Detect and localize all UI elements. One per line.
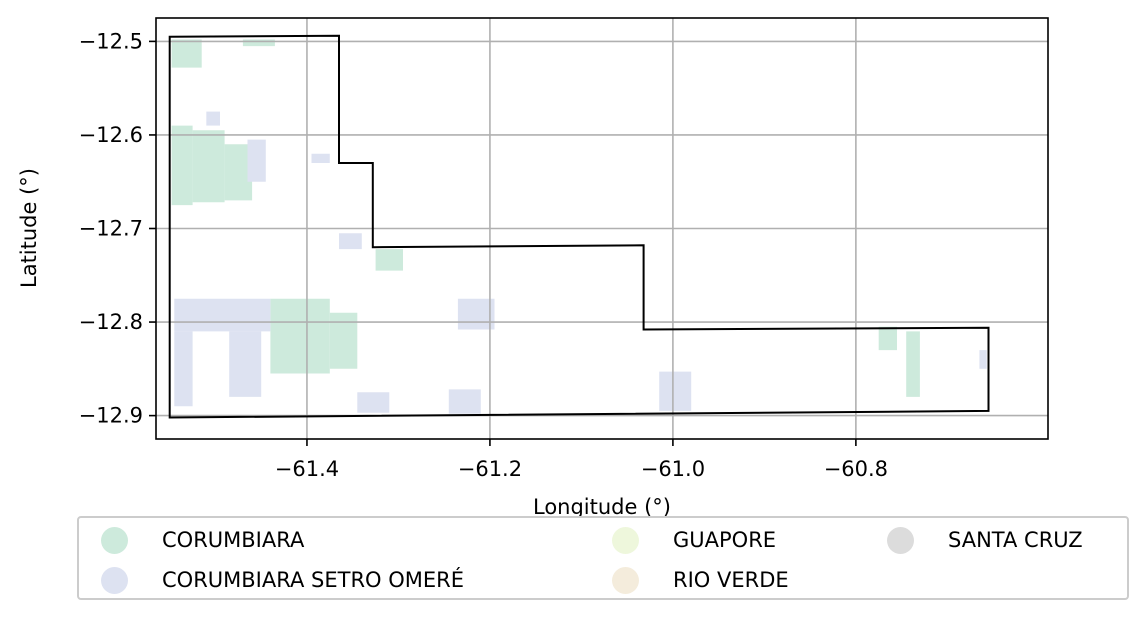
region-corumbiara-5: [270, 298, 330, 374]
legend-label-corumbiara-setro-omere: CORUMBIARA SETRO OMERÉ: [162, 568, 465, 592]
region-corumbiara-1: [242, 39, 275, 47]
region-corumbiara-setro-omere-20: [659, 371, 692, 411]
legend-marker-guapore: [612, 526, 639, 554]
region-corumbiara-setro-omere-17: [357, 392, 390, 413]
x-tick-label: −61.0: [641, 457, 705, 481]
legend-label-corumbiara: CORUMBIARA: [162, 528, 305, 552]
legend-marker-corumbiara-setro-omere: [101, 566, 128, 594]
region-corumbiara-setro-omere-16: [229, 331, 262, 397]
y-tick-label: −12.7: [79, 217, 143, 241]
region-corumbiara-0: [171, 39, 202, 68]
legend-marker-santa-cruz: [887, 526, 914, 554]
region-corumbiara-setro-omere-11: [247, 139, 266, 182]
municipality-boundary: [168, 34, 990, 419]
region-layer: [171, 39, 987, 414]
region-corumbiara-9: [878, 326, 897, 351]
region-corumbiara-setro-omere-10: [206, 111, 220, 126]
region-corumbiara-8: [906, 331, 920, 397]
region-corumbiara-3: [192, 130, 225, 203]
region-corumbiara-setro-omere-21: [979, 350, 987, 369]
region-corumbiara-setro-omere-13: [339, 233, 362, 250]
legend-item-santa-cruz: SANTA CRUZ: [887, 524, 1083, 556]
y-axis-label: Latitude (°): [17, 168, 41, 288]
legend-marker-rio-verde: [612, 566, 639, 594]
x-tick-label: −61.2: [458, 457, 522, 481]
y-tick-label: −12.6: [79, 123, 143, 147]
region-corumbiara-4: [224, 144, 253, 201]
legend-item-guapore: GUAPORE: [612, 524, 776, 556]
region-corumbiara-7: [375, 249, 403, 271]
region-corumbiara-setro-omere-14: [174, 298, 271, 332]
x-axis-label: Longitude (°): [533, 495, 671, 519]
legend: CORUMBIARA CORUMBIARA SETRO OMERÉ GUAPOR…: [77, 516, 1129, 600]
x-axis-ticks: −61.4 −61.2 −61.0 −60.8: [275, 439, 888, 481]
legend-label-rio-verde: RIO VERDE: [673, 568, 789, 592]
x-tick-label: −61.4: [275, 457, 339, 481]
legend-label-guapore: GUAPORE: [673, 528, 777, 552]
legend-item-corumbiara-setro-omere: CORUMBIARA SETRO OMERÉ: [101, 564, 464, 596]
region-corumbiara-6: [329, 312, 358, 369]
legend-item-corumbiara: CORUMBIARA: [101, 524, 304, 556]
grid-layer: [156, 18, 1048, 439]
legend-item-rio-verde: RIO VERDE: [612, 564, 789, 596]
x-tick-label: −60.8: [824, 457, 888, 481]
legend-label-santa-cruz: SANTA CRUZ: [948, 528, 1083, 552]
region-corumbiara-2: [171, 125, 193, 206]
y-tick-label: −12.9: [79, 404, 143, 428]
y-axis-ticks: −12.5 −12.6 −12.7 −12.8 −12.9: [79, 29, 156, 428]
region-corumbiara-setro-omere-19: [448, 389, 481, 414]
legend-marker-corumbiara: [101, 526, 128, 554]
y-tick-label: −12.8: [79, 310, 143, 334]
y-tick-label: −12.5: [79, 29, 143, 53]
region-corumbiara-setro-omere-12: [311, 153, 330, 163]
region-corumbiara-setro-omere-15: [174, 331, 193, 407]
region-corumbiara-setro-omere-18: [457, 298, 495, 330]
